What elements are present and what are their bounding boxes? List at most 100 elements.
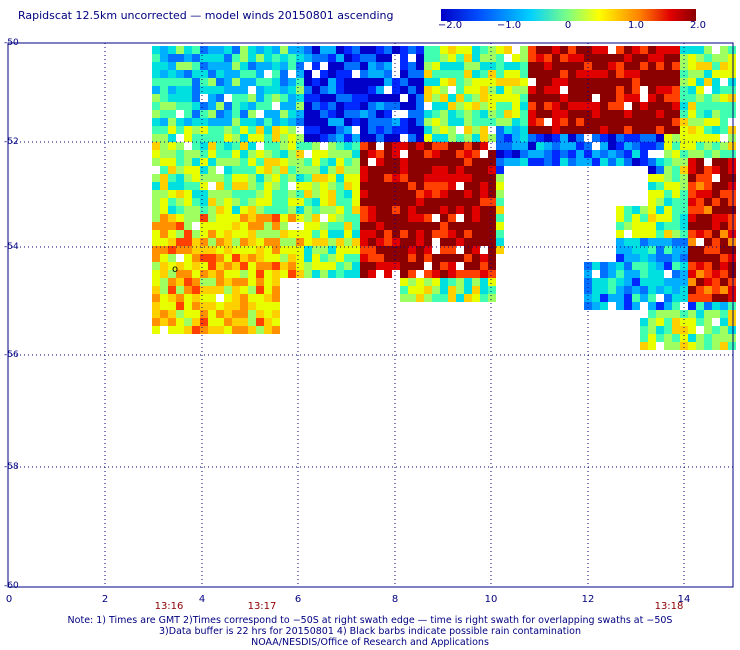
swath-cell — [656, 198, 664, 206]
swath-cell — [400, 286, 408, 294]
swath-cell — [216, 318, 224, 326]
swath-cell — [400, 230, 408, 238]
swath-cell — [440, 182, 448, 190]
swath-cell — [272, 54, 280, 62]
swath-cell — [376, 110, 384, 118]
swath-cell — [256, 310, 264, 318]
swath-cell — [272, 286, 280, 294]
swath-cell — [368, 246, 376, 254]
swath-cell — [160, 190, 168, 198]
swath-cell — [192, 286, 200, 294]
swath-cell — [280, 110, 288, 118]
swath-cell — [592, 70, 600, 78]
swath-cell — [664, 206, 672, 214]
swath-cell — [448, 78, 456, 86]
swath-cell — [664, 150, 672, 158]
swath-cell — [576, 142, 584, 150]
swath-cell — [408, 126, 416, 134]
swath-cell — [288, 78, 296, 86]
swath-cell — [320, 118, 328, 126]
swath-cell — [440, 230, 448, 238]
swath-cell — [584, 150, 592, 158]
swath-cell — [728, 294, 736, 302]
swath-cell — [648, 190, 656, 198]
swath-cell — [400, 214, 408, 222]
swath-cell — [568, 134, 576, 142]
swath-cell — [528, 62, 536, 70]
swath-cell — [704, 118, 712, 126]
swath-cell — [624, 142, 632, 150]
swath-cell — [312, 174, 320, 182]
swath-cell — [280, 262, 288, 270]
swath-cell — [488, 46, 496, 54]
swath-cell — [720, 230, 728, 238]
colorbar-tick: −2.0 — [437, 20, 463, 31]
swath-cell — [336, 238, 344, 246]
swath-cell — [152, 270, 160, 278]
swath-cell — [656, 318, 664, 326]
swath-cell — [416, 246, 424, 254]
swath-cell — [232, 302, 240, 310]
swath-cell — [664, 126, 672, 134]
swath-cell — [512, 158, 520, 166]
swath-cell — [176, 302, 184, 310]
swath-cell — [480, 134, 488, 142]
swath-cell — [680, 174, 688, 182]
swath-cell — [480, 46, 488, 54]
swath-cell — [216, 214, 224, 222]
swath-cell — [632, 230, 640, 238]
swath-cell — [680, 126, 688, 134]
swath-cell — [680, 246, 688, 254]
swath-cell — [616, 278, 624, 286]
swath-cell — [672, 174, 680, 182]
swath-cell — [200, 158, 208, 166]
swath-cell — [344, 182, 352, 190]
swath-cell — [224, 214, 232, 222]
swath-cell — [432, 142, 440, 150]
swath-cell — [424, 206, 432, 214]
swath-cell — [440, 294, 448, 302]
swath-cell — [688, 206, 696, 214]
swath-cell — [672, 246, 680, 254]
swath-cell — [224, 310, 232, 318]
swath-cell — [248, 190, 256, 198]
swath-cell — [232, 126, 240, 134]
swath-cell — [192, 166, 200, 174]
swath-cell — [480, 262, 488, 270]
swath-cell — [344, 270, 352, 278]
swath-cell — [496, 230, 504, 238]
swath-cell — [288, 54, 296, 62]
swath-cell — [424, 174, 432, 182]
swath-cell — [448, 230, 456, 238]
swath-cell — [352, 214, 360, 222]
swath-cell — [400, 182, 408, 190]
swath-cell — [600, 142, 608, 150]
swath-cell — [488, 78, 496, 86]
swath-cell — [664, 198, 672, 206]
swath-cell — [368, 118, 376, 126]
swath-cell — [344, 206, 352, 214]
swath-cell — [392, 182, 400, 190]
swath-cell — [208, 262, 216, 270]
swath-cell — [232, 230, 240, 238]
swath-cell — [680, 230, 688, 238]
swath-cell — [472, 150, 480, 158]
swath-cell — [224, 198, 232, 206]
swath-cell — [248, 286, 256, 294]
swath-cell — [400, 238, 408, 246]
swath-cell — [728, 134, 736, 142]
swath-cell — [672, 126, 680, 134]
swath-cell — [448, 166, 456, 174]
swath-cell — [720, 342, 728, 350]
swath-cell — [616, 262, 624, 270]
swath-cell — [272, 230, 280, 238]
swath-cell — [232, 318, 240, 326]
swath-cell — [416, 206, 424, 214]
swath-cell — [248, 310, 256, 318]
swath-cell — [424, 254, 432, 262]
swath-cell — [224, 318, 232, 326]
swath-cell — [464, 246, 472, 254]
swath-cell — [392, 150, 400, 158]
swath-cell — [480, 198, 488, 206]
swath-cell — [360, 54, 368, 62]
